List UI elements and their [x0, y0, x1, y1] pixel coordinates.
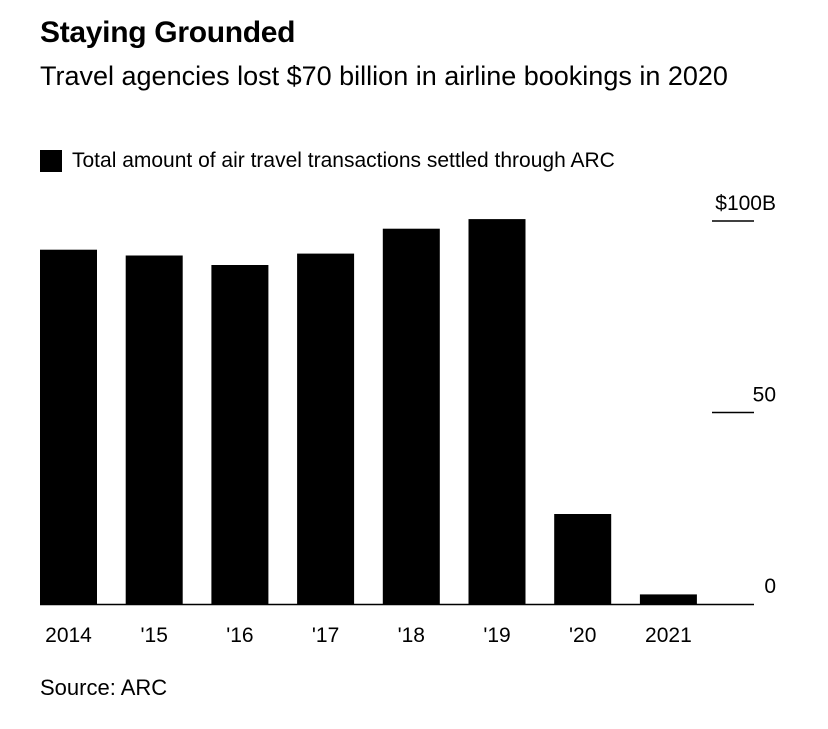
y-tick-label-2: 0 [764, 575, 776, 598]
bar-7 [639, 594, 697, 604]
bar-0 [40, 249, 97, 604]
x-tick-label-7: 2021 [645, 624, 692, 647]
x-tick-label-0: 2014 [45, 624, 92, 647]
bar-4 [382, 228, 440, 604]
x-tick-label-3: '17 [312, 624, 339, 647]
legend-swatch [40, 150, 62, 172]
chart-subtitle: Travel agencies lost $70 billion in airl… [40, 61, 728, 91]
x-tick-label-2: '16 [226, 624, 253, 647]
y-tick-label-0: $100B [715, 192, 776, 215]
x-tick-label-1: '15 [141, 624, 168, 647]
source-note: Source: ARC [40, 675, 168, 700]
bar-2 [211, 265, 269, 604]
bar-1 [125, 255, 183, 604]
bar-5 [468, 219, 526, 604]
x-tick-label-5: '19 [483, 624, 510, 647]
bar-3 [297, 253, 355, 604]
bar-6 [554, 514, 612, 604]
legend: Total amount of air travel transactions … [40, 147, 615, 175]
x-tick-label-4: '18 [398, 624, 425, 647]
chart-title: Staying Grounded [40, 16, 296, 49]
y-tick-label-1: 50 [753, 384, 776, 407]
legend-label: Total amount of air travel transactions … [72, 149, 615, 172]
x-tick-label-6: '20 [569, 624, 596, 647]
